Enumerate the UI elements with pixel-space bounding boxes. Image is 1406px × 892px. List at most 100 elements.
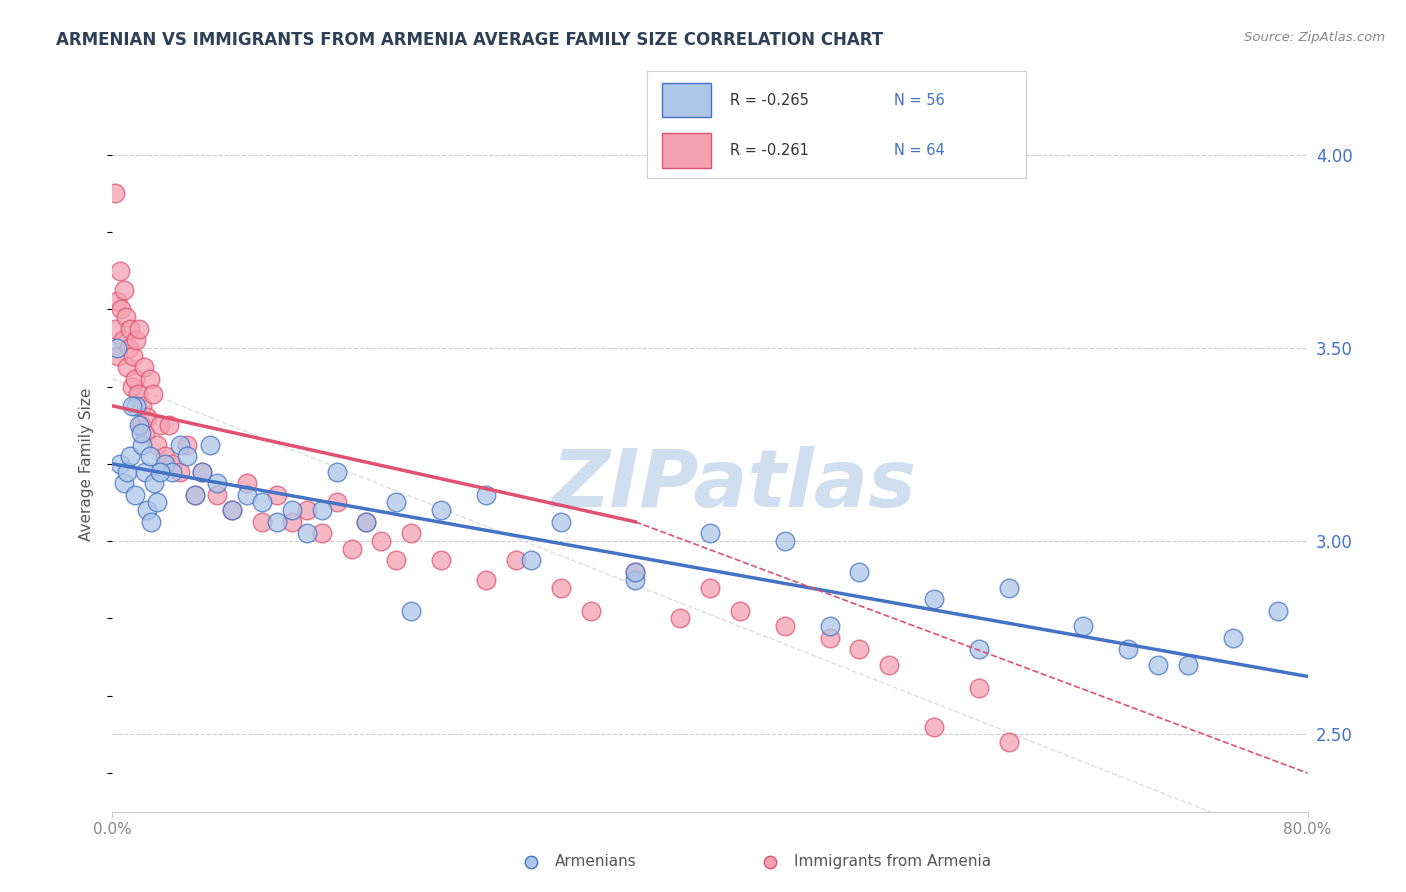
- Point: [401, 604, 423, 618]
- Point: [205, 476, 228, 491]
- Point: [183, 488, 205, 502]
- Point: [998, 581, 1021, 595]
- Point: [818, 619, 841, 633]
- Point: [221, 503, 243, 517]
- Point: [146, 437, 169, 451]
- Point: [475, 573, 498, 587]
- Point: [157, 418, 180, 433]
- Point: [128, 321, 150, 335]
- Point: [579, 604, 602, 618]
- Point: [127, 387, 149, 401]
- Point: [108, 457, 131, 471]
- FancyBboxPatch shape: [662, 134, 711, 168]
- Text: ARMENIAN VS IMMIGRANTS FROM ARMENIA AVERAGE FAMILY SIZE CORRELATION CHART: ARMENIAN VS IMMIGRANTS FROM ARMENIA AVER…: [56, 31, 883, 49]
- Point: [141, 515, 163, 529]
- Point: [848, 565, 870, 579]
- Point: [205, 488, 228, 502]
- Point: [848, 642, 870, 657]
- Text: R = -0.265: R = -0.265: [730, 93, 808, 108]
- Point: [385, 495, 408, 509]
- Point: [311, 503, 333, 517]
- Point: [1116, 642, 1139, 657]
- Point: [699, 581, 721, 595]
- Point: [295, 526, 318, 541]
- Point: [162, 457, 183, 471]
- Point: [120, 321, 142, 335]
- Point: [325, 465, 347, 479]
- Point: [121, 379, 143, 393]
- Text: N = 56: N = 56: [894, 93, 945, 108]
- Point: [118, 341, 141, 355]
- Text: Immigrants from Armenia: Immigrants from Armenia: [793, 855, 991, 870]
- Point: [669, 611, 692, 625]
- Point: [132, 360, 155, 375]
- Point: [125, 399, 148, 413]
- Point: [370, 534, 392, 549]
- Point: [105, 341, 128, 355]
- Point: [1222, 631, 1244, 645]
- Point: [139, 449, 162, 463]
- Point: [107, 349, 129, 363]
- Point: [550, 581, 572, 595]
- Point: [162, 465, 183, 479]
- Point: [143, 476, 166, 491]
- Point: [198, 437, 221, 451]
- Point: [142, 387, 165, 401]
- Point: [266, 488, 288, 502]
- Point: [114, 476, 135, 491]
- Point: [699, 526, 721, 541]
- Point: [728, 604, 751, 618]
- Point: [122, 349, 145, 363]
- Point: [129, 425, 152, 440]
- Point: [922, 592, 945, 607]
- Point: [153, 449, 176, 463]
- Point: [356, 515, 378, 529]
- Point: [250, 515, 273, 529]
- Point: [818, 631, 841, 645]
- Point: [773, 619, 796, 633]
- Point: [124, 488, 146, 502]
- Point: [475, 488, 498, 502]
- Point: [115, 310, 138, 324]
- Point: [191, 465, 214, 479]
- Point: [129, 418, 152, 433]
- Point: [153, 457, 176, 471]
- Point: [401, 526, 423, 541]
- Point: [104, 321, 127, 335]
- Text: Source: ZipAtlas.com: Source: ZipAtlas.com: [1244, 31, 1385, 45]
- Point: [236, 476, 259, 491]
- FancyBboxPatch shape: [662, 83, 711, 118]
- Point: [108, 263, 131, 277]
- Point: [520, 553, 543, 567]
- Point: [125, 333, 148, 347]
- Point: [135, 503, 157, 517]
- Point: [998, 735, 1021, 749]
- Point: [430, 503, 453, 517]
- Point: [624, 573, 647, 587]
- Text: Armenians: Armenians: [554, 855, 637, 870]
- Point: [1177, 657, 1199, 672]
- Y-axis label: Average Family Size: Average Family Size: [79, 387, 94, 541]
- Point: [131, 399, 153, 413]
- Point: [176, 449, 198, 463]
- Point: [121, 399, 143, 413]
- Point: [311, 526, 333, 541]
- Point: [430, 553, 453, 567]
- Point: [281, 515, 304, 529]
- Text: R = -0.261: R = -0.261: [730, 143, 808, 158]
- Point: [134, 465, 156, 479]
- Point: [1073, 619, 1095, 633]
- Point: [105, 294, 128, 309]
- Point: [385, 553, 408, 567]
- Point: [624, 565, 647, 579]
- Point: [624, 565, 647, 579]
- Point: [169, 465, 191, 479]
- Point: [128, 418, 150, 433]
- Point: [120, 449, 142, 463]
- Point: [104, 186, 127, 201]
- Point: [281, 503, 304, 517]
- Point: [1267, 604, 1289, 618]
- Point: [191, 465, 214, 479]
- Point: [149, 418, 172, 433]
- Point: [146, 495, 169, 509]
